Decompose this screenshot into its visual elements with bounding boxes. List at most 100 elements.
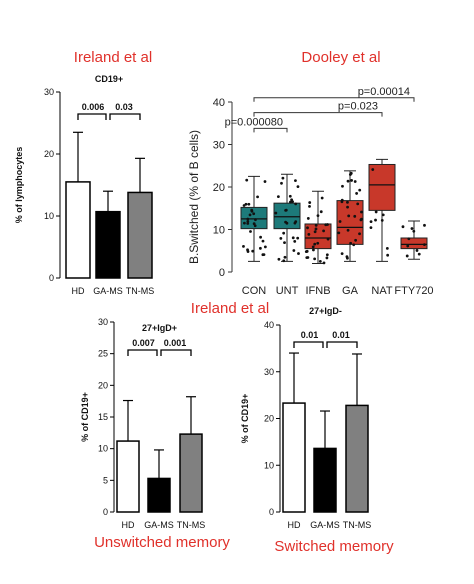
data-point [374, 210, 378, 214]
data-point [311, 245, 315, 249]
y-tick-label: 10 [264, 460, 274, 470]
data-point [290, 198, 294, 202]
data-point [322, 229, 325, 233]
comparison-bracket [253, 112, 383, 117]
y-tick-label: 10 [44, 211, 54, 221]
data-point [246, 248, 249, 252]
data-point [380, 218, 384, 222]
data-point [274, 211, 278, 215]
data-point [284, 220, 287, 224]
y-tick-label: 10 [98, 444, 108, 454]
data-point [326, 237, 330, 241]
y-tick-label: 20 [98, 380, 108, 390]
data-point [386, 253, 390, 257]
data-point [284, 208, 288, 212]
p-value-label: p=0.00014 [358, 86, 410, 98]
data-point [360, 210, 363, 214]
bar-hd [65, 181, 91, 279]
dooley-label: Dooley et al [301, 49, 380, 66]
y-tick-label: 30 [44, 87, 54, 97]
data-point [358, 232, 361, 236]
data-point [246, 219, 250, 223]
p-value-label: 0.01 [301, 330, 319, 340]
x-tick-label: GA [342, 285, 359, 297]
data-point [256, 195, 259, 199]
data-point [350, 179, 354, 182]
box-fty720 [400, 237, 428, 250]
data-point [252, 212, 256, 216]
x-tick-label: GA-MS [144, 520, 174, 530]
data-point [246, 222, 250, 225]
panel-title: 27+IgD+ [142, 323, 177, 333]
data-point [347, 214, 351, 218]
data-point [406, 244, 410, 248]
data-point [244, 202, 248, 206]
data-point [316, 214, 320, 218]
y-tick-label: 0 [219, 267, 225, 279]
bar-ga-ms [95, 210, 121, 279]
ireland-mid-label: Ireland et al [191, 300, 269, 317]
data-point [349, 241, 353, 245]
y-tick-label: 20 [213, 182, 225, 194]
data-point [277, 257, 281, 261]
data-point [251, 249, 255, 253]
data-point [254, 218, 257, 222]
x-tick-label: HD [122, 520, 135, 530]
y-tick-label: 30 [213, 140, 225, 152]
x-tick-label: FTY720 [394, 285, 433, 297]
data-point [313, 257, 317, 261]
box-unt [273, 202, 301, 230]
y-tick-label: 10 [213, 225, 225, 237]
unswitched-memory-label: Unswitched memory [94, 534, 230, 551]
data-point [313, 230, 317, 234]
data-point [352, 243, 356, 247]
bar-tn-ms [127, 191, 153, 279]
box-panel-dooley: 0 10 20 30 40 B.Switched (% of B cells) CON UNT… [187, 86, 434, 297]
data-point [296, 236, 300, 240]
data-point [289, 200, 292, 204]
data-point [405, 254, 409, 258]
data-point [250, 208, 254, 212]
bar-panel-unswitched: 0 5 10 15 20 25 30 % of CD19+ 27+IgD+ HD GA-MS TN-M… [80, 317, 205, 530]
x-tick-label: HD [288, 520, 301, 530]
y-tick-label: 0 [103, 507, 108, 517]
data-point [348, 173, 352, 176]
data-point [258, 246, 262, 250]
data-point [291, 236, 295, 240]
x-tick-label: HD [72, 286, 85, 296]
data-point [313, 242, 317, 246]
data-point [262, 253, 266, 257]
data-point [306, 226, 309, 230]
p-value-label: p=0.023 [338, 101, 378, 113]
data-point [385, 246, 389, 250]
y-tick-label: 20 [264, 414, 274, 424]
y-tick-label: 15 [98, 412, 108, 422]
data-point [314, 227, 318, 231]
bar-hd [282, 402, 306, 513]
y-tick-label: 40 [264, 320, 274, 330]
data-point [242, 244, 245, 248]
y-tick-label: 25 [98, 349, 108, 359]
data-point [253, 224, 257, 228]
data-point [245, 178, 249, 182]
data-point [246, 217, 250, 221]
data-point [354, 238, 358, 242]
data-point [261, 239, 265, 243]
data-point [292, 249, 296, 252]
x-tick-label: NAT [371, 285, 392, 297]
data-point [280, 181, 283, 185]
data-point [308, 201, 312, 204]
data-point [371, 168, 375, 171]
y-tick-label: 30 [98, 317, 108, 327]
comparison-bracket [77, 113, 107, 120]
panel-title: 27+IgD- [309, 306, 342, 316]
data-point [410, 227, 414, 230]
y-axis-title: % of lymphocytes [14, 147, 24, 224]
data-point [358, 188, 362, 192]
x-tick-label: IFNB [305, 285, 330, 297]
data-point [346, 256, 349, 260]
data-point [288, 194, 292, 198]
data-point [340, 252, 344, 256]
data-point [353, 214, 357, 218]
